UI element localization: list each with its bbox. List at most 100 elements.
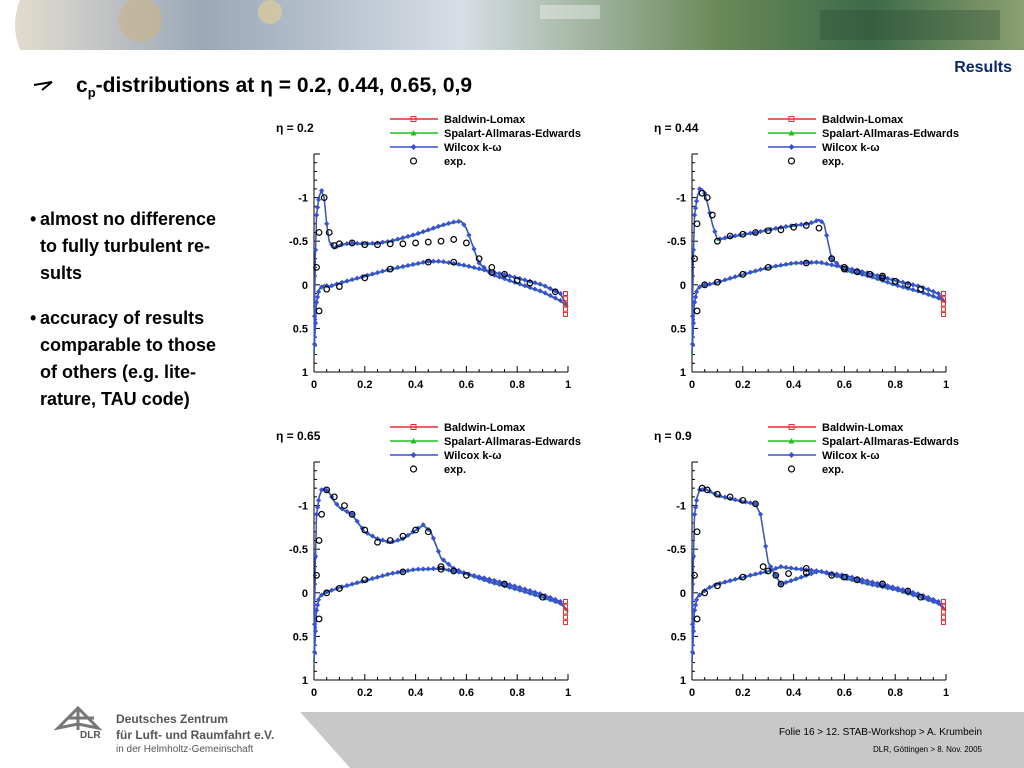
x-tick-label: 0.8 <box>510 379 525 391</box>
bullet-item: • accuracy of results comparable to thos… <box>30 305 270 413</box>
wilcox-point <box>763 543 769 549</box>
exp-point <box>853 268 861 276</box>
exp-point <box>412 526 420 534</box>
wilcox-point <box>527 588 533 594</box>
baldwin-point <box>940 306 946 312</box>
wilcox-point <box>522 589 528 595</box>
x-tick-label: 1 <box>943 379 949 391</box>
wilcox-point <box>537 288 543 294</box>
wilcox-point <box>757 511 764 517</box>
exp-point <box>828 571 836 579</box>
wilcox-point <box>339 506 345 512</box>
exp-point <box>917 593 925 601</box>
exp-point <box>802 564 810 572</box>
exp-point <box>802 259 810 267</box>
bullet-line: almost no difference <box>40 209 217 229</box>
eta-label: η = 0.65 <box>276 429 321 443</box>
y-tick-label: -1 <box>676 193 686 205</box>
wilcox-point <box>324 283 330 289</box>
exp-point <box>828 255 836 263</box>
exp-point <box>739 496 747 504</box>
title-prefix: c <box>76 74 88 97</box>
dlr-logo: DLR Deutsches Zentrum für Luft- und Raum… <box>52 700 292 760</box>
wilcox-point <box>522 277 528 283</box>
exp-point <box>759 563 767 571</box>
wilcox-point <box>808 259 814 265</box>
wilcox-point <box>425 566 431 572</box>
exp-point <box>713 490 721 498</box>
wilcox-point <box>537 281 543 287</box>
exp-point <box>437 563 445 571</box>
exp-point <box>335 585 343 592</box>
wilcox-point <box>552 295 558 301</box>
wilcox-point <box>915 283 921 289</box>
title-rest: -distributions at η = 0.2, 0.44, 0.65, 0… <box>95 74 473 97</box>
wilcox-point <box>501 272 508 278</box>
wilcox-point <box>752 571 759 577</box>
eta-label: η = 0.44 <box>654 121 699 135</box>
legend-label: Spalart-Allmaras-Edwards <box>444 128 581 140</box>
legend-marker <box>410 452 417 458</box>
cp-chart-eta-0-2: η = 0.2-1-0.500.510 0.2 0.4 0.6 0.8 1Baldwin-… <box>276 114 581 391</box>
exp-point <box>764 263 772 271</box>
legend-marker <box>410 116 417 122</box>
bullet-line: accuracy of results <box>40 308 205 328</box>
x-tick-label: 0 <box>311 379 317 391</box>
y-tick-label: 1 <box>302 367 308 379</box>
wilcox-point <box>501 583 508 589</box>
legend-marker <box>788 144 795 150</box>
exp-point <box>866 270 874 278</box>
y-tick-label: 0.5 <box>293 631 308 643</box>
wilcox-point <box>311 341 318 347</box>
spalart-allmaras-upper-line <box>691 488 947 664</box>
exp-point <box>386 537 394 544</box>
wilcox-point <box>369 575 376 582</box>
exp-point <box>437 237 445 245</box>
exp-point <box>341 502 348 509</box>
wilcox-point <box>900 284 906 290</box>
x-tick-label: 0.8 <box>510 687 525 699</box>
wilcox-point <box>905 285 911 291</box>
exp-point <box>437 565 445 573</box>
org-name-line2: für Luft- und Raumfahrt e.V. <box>116 728 275 742</box>
exp-point <box>361 274 369 282</box>
wilcox-point <box>319 188 325 194</box>
x-tick-label: 0.8 <box>888 379 903 391</box>
y-tick-label: 1 <box>302 675 308 687</box>
bullet-dot-icon: • <box>30 308 37 328</box>
x-tick-label: 0.6 <box>459 379 474 391</box>
wilcox-point <box>313 212 320 218</box>
wilcox-point <box>354 240 360 246</box>
wilcox-point <box>910 287 916 293</box>
wilcox-point <box>692 294 699 300</box>
spalart-allmaras-upper-line <box>313 189 569 356</box>
exp-point <box>412 239 420 247</box>
wilcox-point <box>339 279 345 285</box>
exp-point <box>450 236 458 243</box>
x-tick-label: 1 <box>943 687 949 699</box>
wilcox-point <box>690 247 697 253</box>
baldwin-point <box>562 306 568 312</box>
wilcox-point <box>410 232 416 238</box>
y-tick-label: -1 <box>298 193 308 205</box>
exp-point <box>708 211 716 219</box>
legend-marker <box>410 438 417 444</box>
exp-point <box>318 510 326 518</box>
wilcox-point <box>451 219 457 225</box>
wilcox-point <box>506 273 513 279</box>
wilcox-point <box>315 497 322 503</box>
y-tick-label: -1 <box>676 501 686 513</box>
logo-text: DLR <box>80 730 101 741</box>
wilcox-point <box>527 278 533 284</box>
x-tick-label: 0.2 <box>357 687 372 699</box>
baldwin-point <box>940 604 946 610</box>
legend-marker <box>410 144 417 150</box>
wilcox-point <box>808 567 814 573</box>
baldwin-point <box>562 604 568 610</box>
wilcox-point <box>905 280 911 287</box>
exp-point <box>701 589 709 597</box>
x-tick-label: 0.4 <box>786 379 802 391</box>
wilcox-point <box>783 564 789 570</box>
exp-point <box>424 258 432 266</box>
exp-point <box>840 573 848 581</box>
